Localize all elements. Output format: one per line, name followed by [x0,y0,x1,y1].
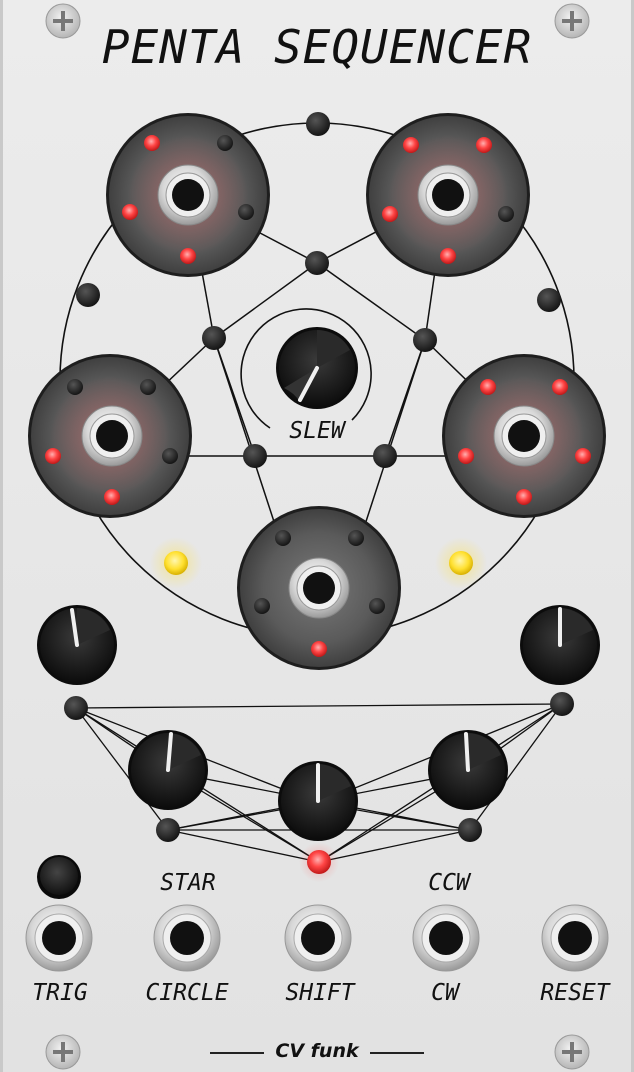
step-led [67,379,83,395]
knob-mid-right[interactable] [428,730,508,810]
circle-node [76,283,100,307]
ccw-label: CCW [428,870,470,896]
step-led [348,530,364,546]
step-jack-4[interactable] [493,405,555,467]
step-led [382,206,398,222]
star-node [243,444,267,468]
step-led [403,137,419,153]
star-node [413,328,437,352]
step-jack-5[interactable] [288,557,350,619]
step-led [254,598,270,614]
screw-top-right [554,3,590,39]
cw-jack[interactable] [412,904,480,972]
star-label: STAR [160,870,216,896]
step-led [458,448,474,464]
knob-right[interactable] [520,605,600,685]
star-node [373,444,397,468]
brand-rule-left [210,1052,264,1054]
routing-node [458,818,482,842]
step-jack-1[interactable] [157,164,219,226]
routing-led [307,850,331,874]
step-led [480,379,496,395]
brand-logo: CV funk [210,1040,424,1064]
circle-node [306,112,330,136]
screw-bottom-left [45,1034,81,1070]
step-dial-5[interactable] [237,506,401,670]
step-led [552,379,568,395]
circle-label: CIRCLE [145,980,229,1006]
knob-center[interactable] [278,761,358,841]
step-led [45,448,61,464]
slew-arc [240,308,372,429]
brand-text: CV funk [275,1040,359,1062]
step-led [311,641,327,657]
step-led [180,248,196,264]
step-led [140,379,156,395]
cw-label: CW [431,980,459,1006]
step-led [498,206,514,222]
shift-jack[interactable] [284,904,352,972]
step-led [144,135,160,151]
step-led [516,489,532,505]
trig-jack[interactable] [25,904,93,972]
star-node [202,326,226,350]
shift-label: SHIFT [285,980,355,1006]
slew-knob[interactable] [276,327,358,409]
routing-node [550,692,574,716]
slew-label: SLEW [289,418,345,444]
step-led [440,248,456,264]
reset-jack[interactable] [541,904,609,972]
step-led [476,137,492,153]
knob-left[interactable] [37,605,117,685]
step-led [369,598,385,614]
direction-led-left [164,551,188,575]
step-led [162,448,178,464]
circle-node [537,288,561,312]
direction-led-right [449,551,473,575]
reset-label: RESET [540,980,610,1006]
trig-label: TRIG [32,980,88,1006]
screw-bottom-right [554,1034,590,1070]
routing-node [156,818,180,842]
star-node [305,251,329,275]
routing-node [64,696,88,720]
circle-nodes [76,112,561,468]
panel-edge-left [0,0,3,1072]
brand-rule-right [370,1052,424,1054]
step-jack-3[interactable] [81,405,143,467]
step-led [217,135,233,151]
panel-edge-right [631,0,634,1072]
step-led [104,489,120,505]
trig-button[interactable] [37,855,81,899]
knob-mid-left[interactable] [128,730,208,810]
step-led [122,204,138,220]
step-led [275,530,291,546]
step-led [238,204,254,220]
step-jack-2[interactable] [417,164,479,226]
module-title: PENTA SEQUENCER [101,20,533,74]
circle-jack[interactable] [153,904,221,972]
step-led [575,448,591,464]
screw-top-left [45,3,81,39]
